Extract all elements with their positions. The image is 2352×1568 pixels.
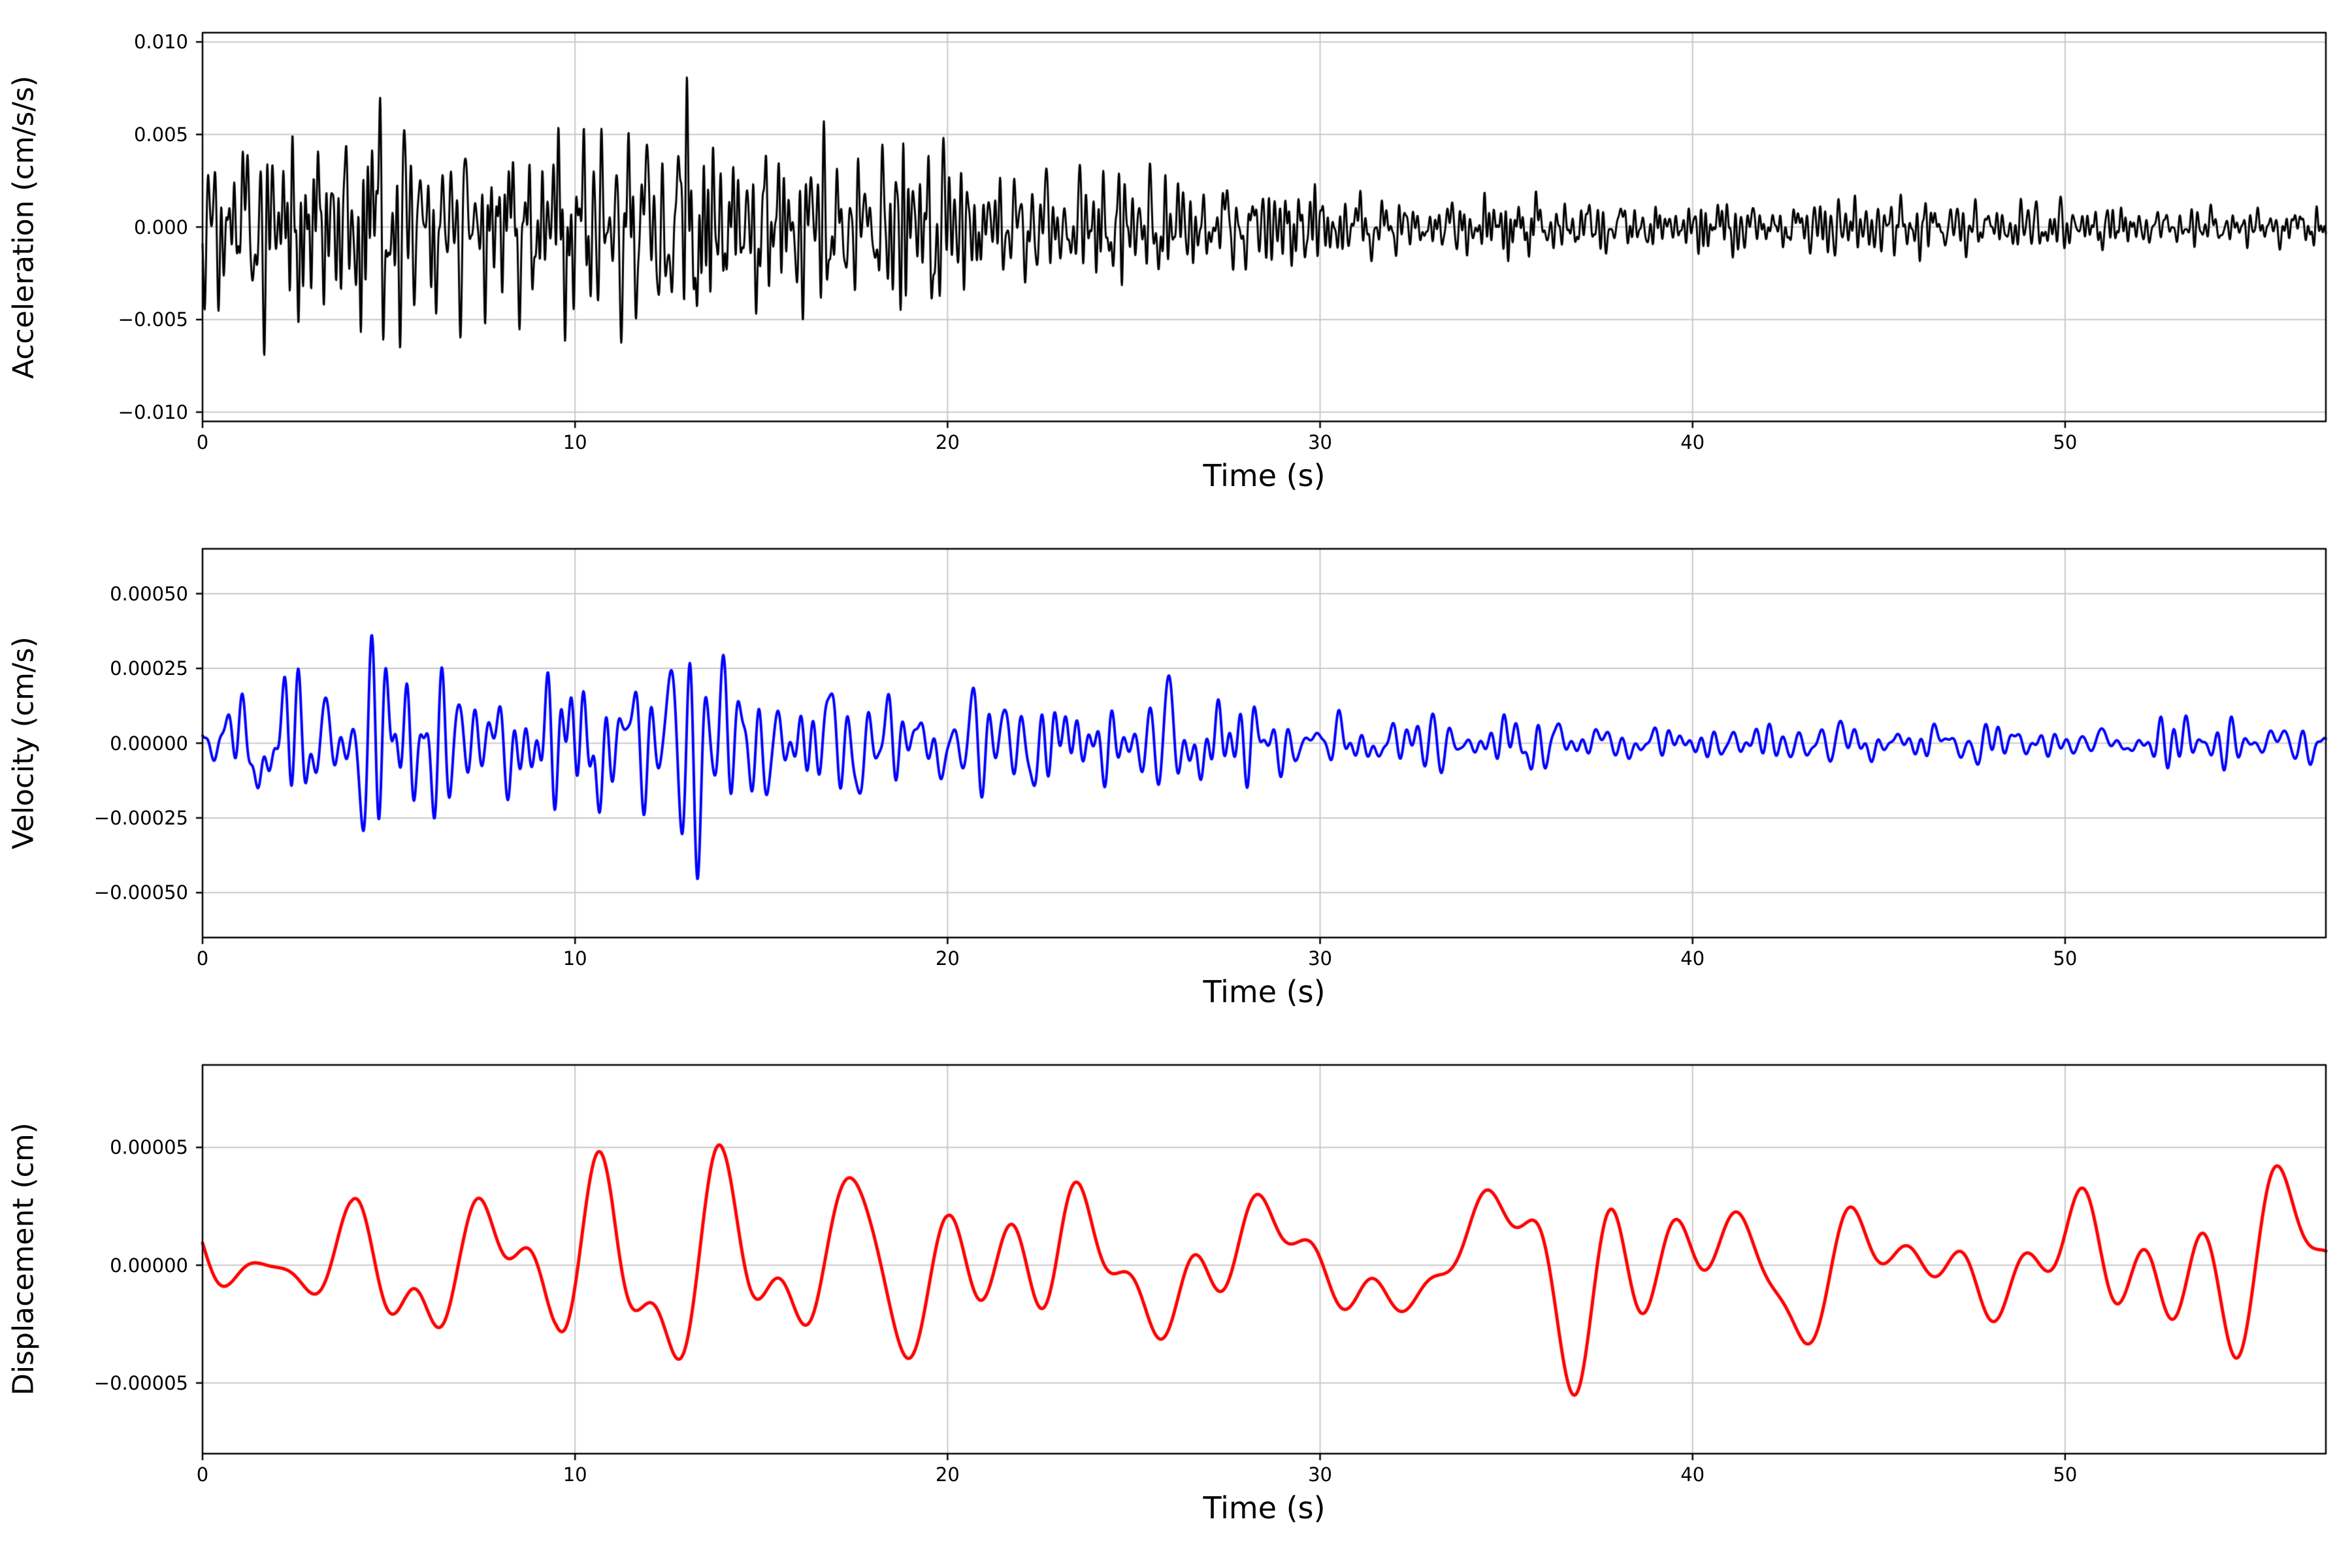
subplot-velocity: Velocity (cm/s) Time (s) 0 10 20 30 40 50 −0.0… [0, 516, 2352, 1032]
displacement-x-axis-label: Time (s) [1203, 1490, 1326, 1526]
displacement-plot-canvas [0, 1032, 2352, 1568]
velocity-x-axis-label: Time (s) [1203, 974, 1326, 1009]
acceleration-plot-canvas [0, 0, 2352, 516]
velocity-y-axis-label: Velocity (cm/s) [7, 636, 41, 850]
displacement-y-axis-label: Displacement (cm) [7, 1122, 41, 1396]
velocity-plot-canvas [0, 516, 2352, 1032]
subplot-acceleration: Acceleration (cm/s/s) Time (s) 0 10 20 30 40… [0, 0, 2352, 516]
acceleration-y-axis-label: Acceleration (cm/s/s) [7, 75, 41, 379]
acceleration-x-axis-label: Time (s) [1203, 458, 1326, 493]
subplot-displacement: Displacement (cm) Time (s) 0 10 20 30 40 50 −0… [0, 1032, 2352, 1568]
